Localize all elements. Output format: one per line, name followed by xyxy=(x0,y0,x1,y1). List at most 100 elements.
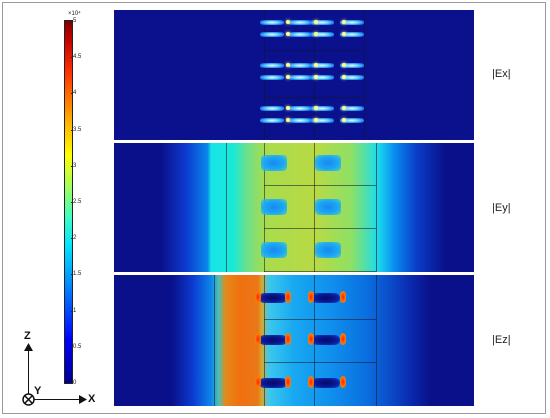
ez-field-gap xyxy=(312,335,340,345)
ex-field-peak xyxy=(286,118,290,122)
ex-field-peak xyxy=(342,75,346,79)
colorbar-tick-label: 3 xyxy=(73,162,77,169)
ez-field-peak xyxy=(255,291,261,303)
colorbar-tick-label: 0.5 xyxy=(73,343,82,350)
mesh-line xyxy=(264,271,376,272)
colorbar-tick-mark xyxy=(71,165,73,167)
ez-field-peak xyxy=(308,333,314,345)
ey-field-panel xyxy=(114,143,474,272)
z-axis-label: Z xyxy=(24,330,31,342)
ex-field-hotspot xyxy=(310,20,334,25)
ez-field-peak xyxy=(308,291,314,303)
colorbar-tick-label: 0 xyxy=(73,380,77,386)
colorbar-tick-label: 4 xyxy=(73,90,77,97)
x-axis-arrow-icon xyxy=(79,395,87,404)
ex-field-hotspot xyxy=(288,106,312,111)
x-axis-line xyxy=(28,399,80,400)
colorbar-tick-mark xyxy=(71,202,73,203)
colorbar-tick-mark xyxy=(71,21,73,22)
ex-field-peak xyxy=(286,32,290,36)
mesh-line xyxy=(264,185,376,186)
ex-field-hotspot xyxy=(288,75,312,80)
ex-field-hotspot xyxy=(310,106,334,111)
ez-field-gap xyxy=(312,293,340,303)
mesh-line xyxy=(264,362,376,363)
ex-field-peak xyxy=(314,106,318,110)
ez-field-panel xyxy=(114,275,474,406)
ex-field-hotspot xyxy=(340,32,364,37)
ez-field-peak xyxy=(285,291,291,303)
ex-field-hotspot xyxy=(310,118,334,123)
colorbar-tick-label: 3.5 xyxy=(73,126,82,133)
z-axis-arrow-icon xyxy=(24,343,33,351)
colorbar-tick-label: 5 xyxy=(73,18,77,24)
ex-field-hotspot xyxy=(340,20,364,25)
mesh-line xyxy=(376,143,377,272)
ex-field-hotspot xyxy=(288,118,312,123)
ey-field-lobe xyxy=(315,242,341,258)
ex-field-hotspot xyxy=(288,63,312,68)
figure-frame xyxy=(2,2,546,414)
ey-field-lobe xyxy=(261,242,287,258)
ex-field-peak xyxy=(314,75,318,79)
ez-field-peak xyxy=(255,333,261,345)
colorbar-tick-label: 1 xyxy=(73,307,77,314)
ex-field-hotspot xyxy=(288,32,312,37)
colorbar-tick-mark xyxy=(71,129,73,131)
ez-field-peak xyxy=(255,376,261,388)
ez-field-peak xyxy=(285,333,291,345)
ey-field-lobe xyxy=(315,199,341,215)
ex-field-hotspot xyxy=(310,32,334,37)
colorbar-tick-mark xyxy=(71,57,73,59)
ex-field-hotspot xyxy=(260,32,284,37)
colorbar-tick-mark xyxy=(71,310,73,312)
mesh-line xyxy=(264,228,376,229)
ex-field-hotspot xyxy=(260,63,284,68)
ex-field-peak xyxy=(342,20,346,24)
ex-field-peak xyxy=(286,63,290,67)
ex-field-hotspot xyxy=(260,118,284,123)
ex-field-hotspot xyxy=(340,75,364,80)
ex-field-peak xyxy=(314,32,318,36)
ex-field-hotspot xyxy=(288,20,312,25)
colorbar-tick-label: 1.5 xyxy=(73,271,82,278)
ez-field-peak xyxy=(340,291,346,303)
ez-field-gap xyxy=(259,378,287,388)
ex-field-hotspot xyxy=(340,63,364,68)
colorbar-tick-mark xyxy=(71,274,73,276)
circle-cross-icon xyxy=(22,393,35,406)
mesh-line xyxy=(376,275,377,406)
colorbar-tick-label: 4.5 xyxy=(73,54,82,61)
ex-field-panel xyxy=(114,10,474,140)
ex-field-hotspot xyxy=(340,106,364,111)
ex-field-peak xyxy=(342,63,346,67)
ey-field-lobe xyxy=(261,199,287,215)
ex-field-peak xyxy=(314,118,318,122)
ex-field-peak xyxy=(342,32,346,36)
ez-field-peak xyxy=(340,333,346,345)
ex-field-hotspot xyxy=(340,118,364,123)
ex-field-peak xyxy=(314,20,318,24)
y-axis-label: Y xyxy=(34,385,42,397)
mesh-line xyxy=(364,10,365,140)
ex-field-peak xyxy=(342,106,346,110)
ez-label: |Ez| xyxy=(492,334,511,346)
ex-field-peak xyxy=(286,20,290,24)
ez-field-peak xyxy=(308,376,314,388)
ez-field-gap xyxy=(312,378,340,388)
ex-field-peak xyxy=(342,118,346,122)
ez-field-peak xyxy=(285,376,291,388)
ex-field-peak xyxy=(314,63,318,67)
colorbar-tick-mark xyxy=(71,383,73,384)
ez-field-gap xyxy=(259,293,287,303)
ex-field-hotspot xyxy=(260,106,284,111)
colorbar-tick-mark xyxy=(71,93,73,95)
mesh-line xyxy=(264,319,376,320)
ex-field-hotspot xyxy=(310,63,334,68)
colorbar-tick-mark xyxy=(71,238,73,240)
colorbar-exponent: ×10⁴ xyxy=(68,11,81,17)
ex-field-hotspot xyxy=(260,75,284,80)
colorbar-tick-mark xyxy=(71,346,73,348)
mesh-line xyxy=(226,143,227,272)
mesh-line xyxy=(214,275,215,406)
